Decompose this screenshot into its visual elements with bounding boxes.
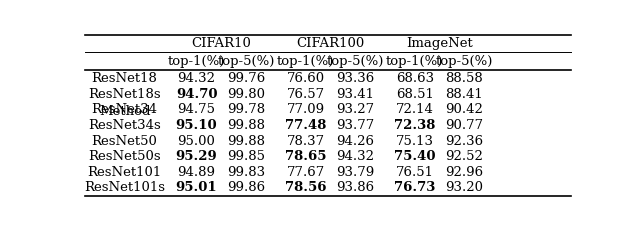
Text: top-5(%): top-5(%) — [326, 55, 384, 68]
Text: Method: Method — [99, 105, 150, 118]
Text: 76.73: 76.73 — [394, 182, 435, 195]
Text: 94.26: 94.26 — [336, 134, 374, 148]
Text: 99.88: 99.88 — [227, 119, 265, 132]
Text: 95.29: 95.29 — [176, 150, 218, 163]
Text: 99.85: 99.85 — [227, 150, 265, 163]
Text: 93.36: 93.36 — [336, 72, 374, 85]
Text: 99.80: 99.80 — [227, 88, 265, 100]
Text: 93.27: 93.27 — [336, 103, 374, 116]
Text: 77.09: 77.09 — [287, 103, 324, 116]
Text: 92.36: 92.36 — [445, 134, 483, 148]
Text: 92.52: 92.52 — [445, 150, 483, 163]
Text: 94.32: 94.32 — [177, 72, 216, 85]
Text: CIFAR10: CIFAR10 — [191, 37, 252, 50]
Text: 77.67: 77.67 — [287, 166, 325, 179]
Text: 99.78: 99.78 — [227, 103, 265, 116]
Text: 94.89: 94.89 — [177, 166, 216, 179]
Text: 72.38: 72.38 — [394, 119, 435, 132]
Text: ResNet50: ResNet50 — [92, 134, 157, 148]
Text: 93.77: 93.77 — [336, 119, 374, 132]
Text: top-5(%): top-5(%) — [436, 55, 493, 68]
Text: ResNet18: ResNet18 — [92, 72, 157, 85]
Text: 78.37: 78.37 — [287, 134, 324, 148]
Text: 75.40: 75.40 — [394, 150, 436, 163]
Text: 90.42: 90.42 — [445, 103, 483, 116]
Text: 94.32: 94.32 — [336, 150, 374, 163]
Text: ResNet34s: ResNet34s — [88, 119, 161, 132]
Text: 99.76: 99.76 — [227, 72, 266, 85]
Text: 68.51: 68.51 — [396, 88, 434, 100]
Text: ImageNet: ImageNet — [406, 37, 473, 50]
Text: top-5(%): top-5(%) — [218, 55, 275, 68]
Text: 94.75: 94.75 — [177, 103, 216, 116]
Text: 99.83: 99.83 — [227, 166, 265, 179]
Text: 72.14: 72.14 — [396, 103, 434, 116]
Text: CIFAR100: CIFAR100 — [296, 37, 365, 50]
Text: ResNet101: ResNet101 — [88, 166, 162, 179]
Text: 78.56: 78.56 — [285, 182, 326, 195]
Text: 92.96: 92.96 — [445, 166, 483, 179]
Text: 78.65: 78.65 — [285, 150, 326, 163]
Text: 93.86: 93.86 — [336, 182, 374, 195]
Text: ResNet34: ResNet34 — [92, 103, 157, 116]
Text: 76.60: 76.60 — [287, 72, 324, 85]
Text: top-1(%): top-1(%) — [386, 55, 444, 68]
Text: 95.10: 95.10 — [176, 119, 218, 132]
Text: 90.77: 90.77 — [445, 119, 483, 132]
Text: ResNet50s: ResNet50s — [88, 150, 161, 163]
Text: 68.63: 68.63 — [396, 72, 434, 85]
Text: 95.00: 95.00 — [178, 134, 216, 148]
Text: 88.58: 88.58 — [445, 72, 483, 85]
Text: ResNet18s: ResNet18s — [88, 88, 161, 100]
Text: top-1(%): top-1(%) — [277, 55, 334, 68]
Text: 99.88: 99.88 — [227, 134, 265, 148]
Text: 77.48: 77.48 — [285, 119, 326, 132]
Text: 93.20: 93.20 — [445, 182, 483, 195]
Text: top-1(%): top-1(%) — [168, 55, 225, 68]
Text: 94.70: 94.70 — [176, 88, 218, 100]
Text: 88.41: 88.41 — [445, 88, 483, 100]
Text: 95.01: 95.01 — [176, 182, 218, 195]
Text: 99.86: 99.86 — [227, 182, 265, 195]
Text: 93.41: 93.41 — [336, 88, 374, 100]
Text: 75.13: 75.13 — [396, 134, 434, 148]
Text: ResNet101s: ResNet101s — [84, 182, 165, 195]
Text: 93.79: 93.79 — [336, 166, 374, 179]
Text: 76.51: 76.51 — [396, 166, 434, 179]
Text: 76.57: 76.57 — [287, 88, 324, 100]
